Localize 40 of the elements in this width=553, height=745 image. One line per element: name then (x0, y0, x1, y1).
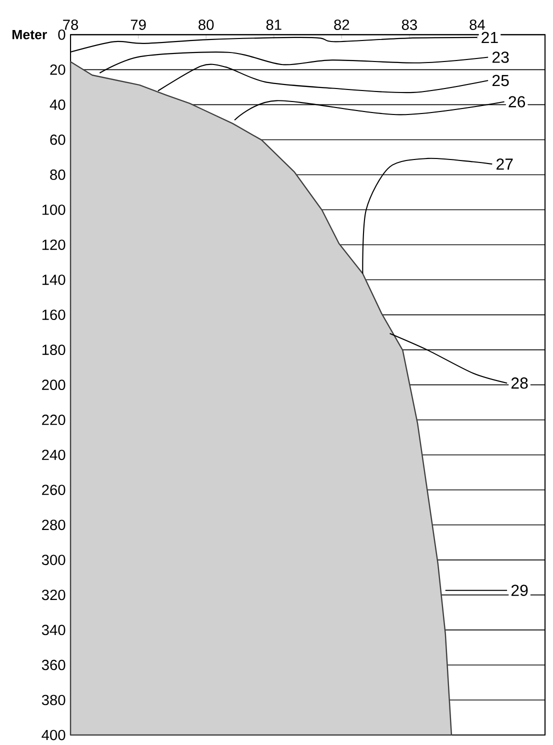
series-label: 29 (511, 584, 528, 596)
y-tick-label: 180 (42, 344, 66, 356)
y-tick-label: 320 (42, 590, 66, 600)
x-tick-label: 83 (402, 20, 417, 30)
line-series (362, 158, 493, 274)
x-tick-label: 79 (130, 20, 146, 30)
series-label: 25 (492, 74, 509, 86)
x-tick-label: 78 (63, 20, 78, 30)
y-tick-label: 400 (42, 730, 66, 740)
line-series (234, 100, 505, 121)
x-tick-label: 82 (334, 20, 350, 30)
series-label: 26 (508, 96, 526, 108)
series-label: 28 (511, 377, 528, 389)
line-series (389, 333, 508, 384)
y-tick-label: 340 (42, 624, 66, 636)
y-tick-label: 360 (42, 660, 66, 670)
y-tick-label: 280 (42, 520, 66, 530)
y-axis-title: Meter (12, 30, 47, 40)
y-tick-label: 0 (58, 29, 66, 40)
x-tick-label: 80 (198, 20, 214, 30)
y-tick-label: 100 (42, 204, 66, 215)
y-tick-label: 300 (42, 554, 66, 566)
y-tick-label: 80 (50, 170, 66, 180)
y-tick-label: 380 (42, 694, 66, 706)
y-tick-label: 160 (42, 310, 66, 320)
x-tick-label: 84 (470, 20, 485, 30)
y-tick-label: 40 (50, 100, 66, 110)
y-tick-label: 20 (50, 64, 66, 75)
y-tick-label: 120 (42, 240, 66, 250)
series-label: 23 (492, 52, 509, 63)
y-tick-label: 240 (42, 450, 66, 460)
x-tick-label: 81 (266, 20, 282, 30)
y-tick-label: 200 (42, 380, 66, 390)
y-tick-label: 60 (50, 134, 66, 145)
series-label: 21 (482, 32, 498, 44)
y-tick-label: 260 (42, 484, 66, 496)
y-tick-label: 220 (42, 414, 66, 426)
y-tick-label: 140 (42, 274, 66, 285)
line-series (99, 52, 489, 74)
series-label: 27 (496, 158, 513, 170)
